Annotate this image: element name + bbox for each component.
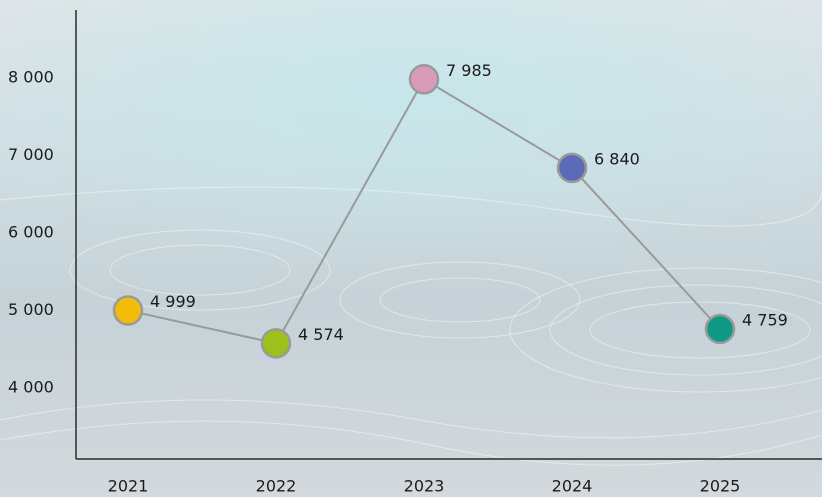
y-tick-label: 7 000 xyxy=(8,145,54,164)
point-marker xyxy=(112,295,144,326)
y-tick-label: 6 000 xyxy=(8,222,54,241)
contour-decoration xyxy=(0,186,822,466)
y-tick-label: 5 000 xyxy=(8,300,54,319)
point-marker xyxy=(408,64,440,95)
background-glow xyxy=(0,0,822,300)
data-label: 4 999 xyxy=(150,292,196,311)
x-tick-label: 2021 xyxy=(108,477,149,496)
data-label: 4 574 xyxy=(298,325,344,344)
y-tick-label: 4 000 xyxy=(8,377,54,396)
x-tick-label: 2025 xyxy=(700,477,741,496)
x-tick-label: 2023 xyxy=(404,477,445,496)
data-label: 7 985 xyxy=(446,61,492,80)
x-tick-label: 2024 xyxy=(552,477,593,496)
point-marker xyxy=(704,313,736,345)
data-label: 4 759 xyxy=(742,311,788,330)
y-tick-label: 8 000 xyxy=(8,68,54,87)
point-marker xyxy=(556,152,588,184)
x-tick-label: 2022 xyxy=(256,477,297,496)
point-marker xyxy=(260,328,292,359)
data-label: 6 840 xyxy=(594,149,640,168)
